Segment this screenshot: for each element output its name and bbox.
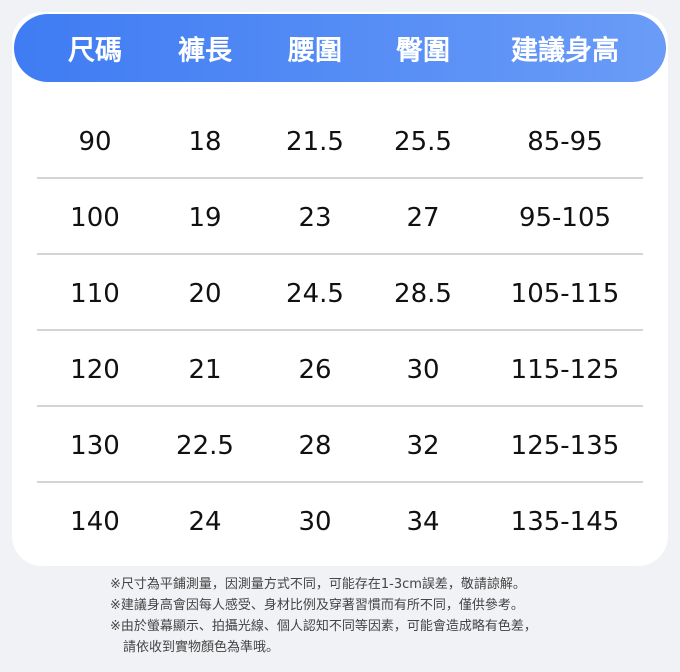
table-cell: 28: [298, 431, 332, 461]
table-cell: 22.5: [176, 431, 234, 461]
note-line: ※建議身高會因每人感受、身材比例及穿著習慣而有所不同，僅供參考。: [110, 598, 524, 613]
table-cell: 18: [188, 127, 222, 157]
table-cell: 110: [70, 279, 120, 309]
table-card: [12, 12, 668, 566]
table-cell: 130: [70, 431, 120, 461]
table-cell: 120: [70, 355, 120, 385]
table-cell: 135-145: [510, 507, 620, 537]
table-cell: 115-125: [510, 355, 620, 385]
note-line: ※尺寸為平鋪測量，因測量方式不同，可能存在1-3cm誤差，敬請諒解。: [110, 577, 526, 592]
table-cell: 27: [406, 203, 440, 233]
note-line: ※由於螢幕顯示、拍攝光線、個人認知不同等因素，可能會造成略有色差，: [110, 619, 537, 634]
note-line: 請依收到實物顏色為準哦。: [123, 640, 280, 655]
header-cell: 臀圍: [396, 35, 450, 67]
header-bar: [14, 14, 666, 82]
table-cell: 140: [70, 507, 120, 537]
table-cell: 24.5: [286, 279, 344, 309]
row-divider: [37, 253, 643, 255]
table-cell: 20: [188, 279, 222, 309]
row-divider: [37, 177, 643, 179]
notes: ※尺寸為平鋪測量，因測量方式不同，可能存在1-3cm誤差，敬請諒解。 ※建議身高會…: [110, 574, 537, 658]
table-cell: 24: [188, 507, 222, 537]
table-cell: 95-105: [518, 203, 612, 233]
table-cell: 32: [406, 431, 440, 461]
header-cell: 褲長: [178, 35, 232, 67]
table-cell: 23: [298, 203, 332, 233]
table-cell: 21.5: [286, 127, 344, 157]
header-cell: 腰圍: [288, 35, 342, 67]
table-cell: 34: [406, 507, 440, 537]
header-cell: 建議身高: [511, 35, 619, 67]
table-cell: 28.5: [394, 279, 452, 309]
table-cell: 26: [298, 355, 332, 385]
table-cell: 85-95: [527, 127, 603, 157]
table-cell: 25.5: [394, 127, 452, 157]
row-divider: [37, 481, 643, 483]
table-cell: 19: [188, 203, 222, 233]
table-cell: 125-135: [510, 431, 620, 461]
table-cell: 21: [188, 355, 222, 385]
table-cell: 100: [70, 203, 120, 233]
row-divider: [37, 405, 643, 407]
table-cell: 105-115: [510, 279, 620, 309]
table-cell: 30: [298, 507, 332, 537]
header-cell: 尺碼: [68, 35, 122, 67]
table-cell: 90: [78, 127, 112, 157]
row-divider: [37, 329, 643, 331]
table-cell: 30: [406, 355, 440, 385]
